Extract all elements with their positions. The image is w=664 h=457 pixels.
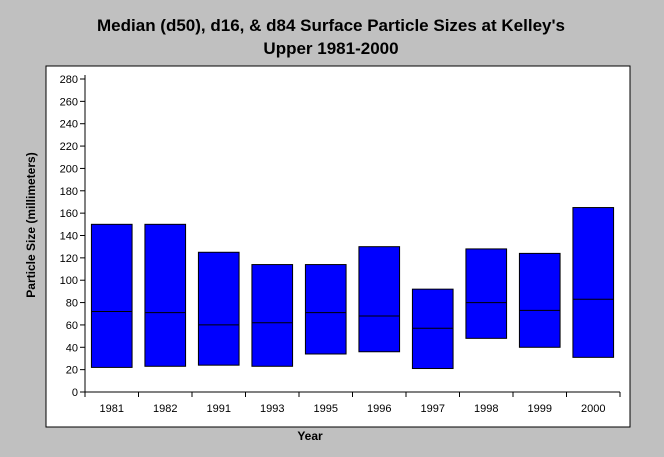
range-bar <box>144 223 187 367</box>
y-tick-label: 80 <box>66 298 78 310</box>
range-bar <box>572 207 615 358</box>
range-bar <box>251 264 294 367</box>
chart-title-line-2: Upper 1981-2000 <box>263 39 398 58</box>
range-bar <box>518 252 561 348</box>
x-tick-label: 1993 <box>260 403 284 415</box>
y-axis-ticks: 0 20 40 60 80 100 120 140 160 180 200 220 240 260 280 <box>60 74 85 399</box>
y-tick-label: 280 <box>60 74 78 86</box>
range-bar <box>358 246 401 353</box>
y-tick-label: 260 <box>60 96 78 108</box>
plot-area <box>45 65 631 428</box>
x-tick-label: 1995 <box>314 403 338 415</box>
x-tick-label: 1998 <box>474 403 498 415</box>
x-tick-label: 1982 <box>153 403 177 415</box>
y-tick-label: 0 <box>72 387 78 399</box>
y-tick-label: 140 <box>60 231 78 243</box>
y-tick-label: 120 <box>60 253 78 265</box>
range-bars <box>90 207 615 370</box>
y-tick-label: 220 <box>60 141 78 153</box>
y-tick-label: 160 <box>60 208 78 220</box>
y-tick-label: 200 <box>60 163 78 175</box>
chart-title-line-1: Median (d50), d16, & d84 Surface Particl… <box>97 16 565 35</box>
y-tick-label: 40 <box>66 342 78 354</box>
x-tick-label: 1991 <box>207 403 231 415</box>
range-bar <box>465 248 508 339</box>
x-tick-label: 1997 <box>421 403 445 415</box>
x-tick-label: 2000 <box>581 403 605 415</box>
y-tick-label: 20 <box>66 365 78 377</box>
x-tick-label: 1981 <box>100 403 124 415</box>
y-tick-label: 100 <box>60 275 78 287</box>
range-bar <box>411 288 454 370</box>
x-tick-label: 1996 <box>367 403 391 415</box>
x-tick-label: 1999 <box>528 403 552 415</box>
y-tick-label: 180 <box>60 186 78 198</box>
y-tick-label: 60 <box>66 320 78 332</box>
range-bar <box>197 251 240 366</box>
y-tick-label: 240 <box>60 119 78 131</box>
y-axis-title: Particle Size (millimeters) <box>24 152 38 297</box>
range-bar <box>90 223 133 368</box>
range-bar <box>304 264 347 355</box>
x-axis-ticks: 1981 1982 1991 1993 1995 1996 1997 1998 1999 2000 <box>84 392 621 415</box>
x-axis-title: Year <box>297 429 323 443</box>
